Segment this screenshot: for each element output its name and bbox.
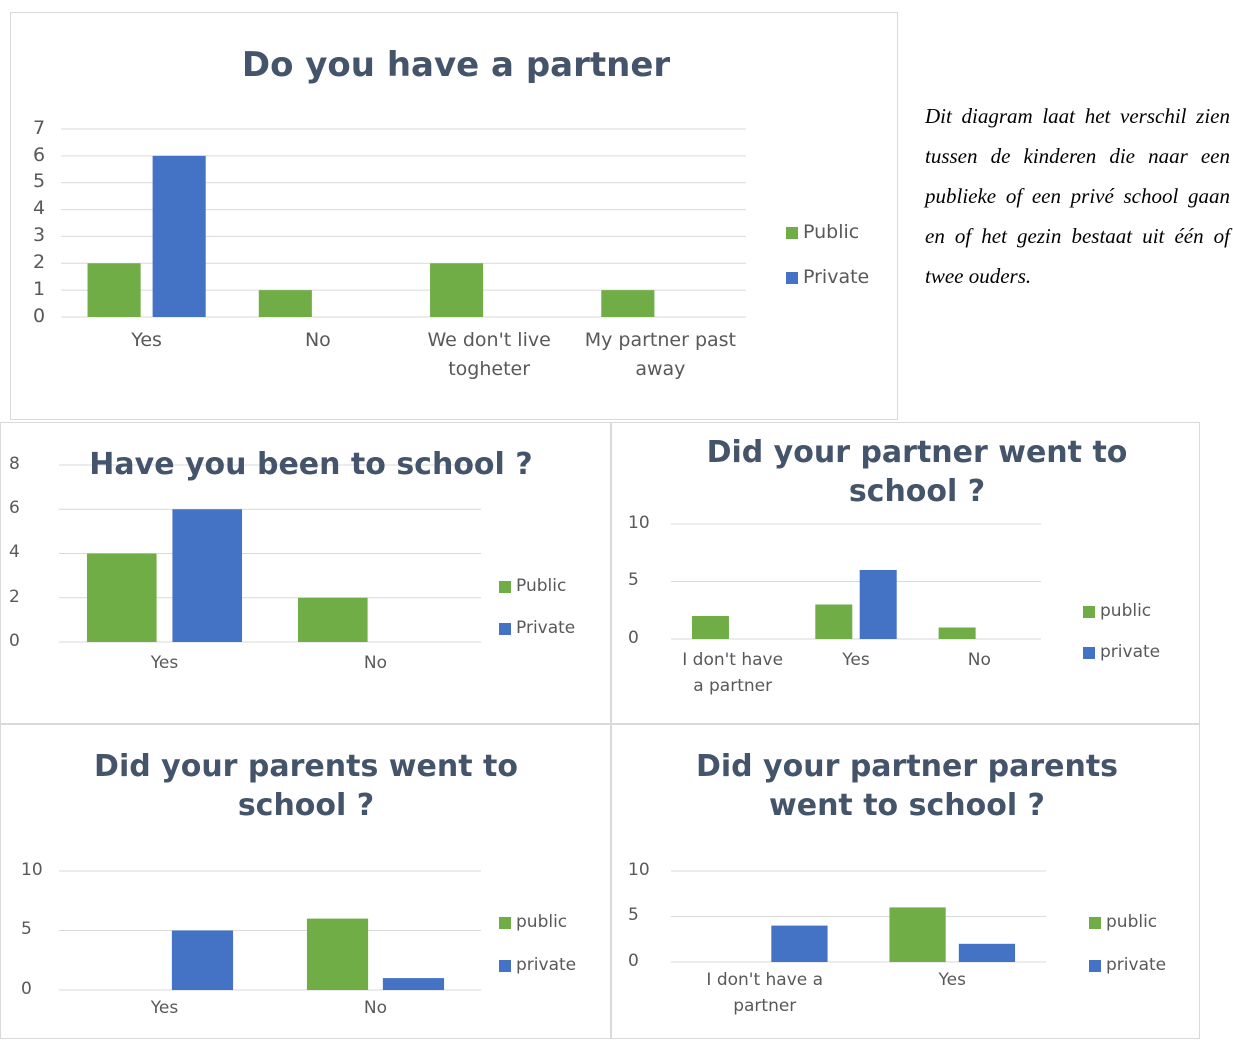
y-tick-label: 5 <box>33 170 46 193</box>
x-tick-label: No <box>967 650 991 670</box>
legend-label: Public <box>516 575 567 596</box>
chart: Do you have a partner 0 1 2 3 4 5 6 7 Yes No We don… <box>10 12 898 420</box>
description: Dit diagram laat het verschil zien tusse… <box>925 104 1230 288</box>
x-tick-label: Yes <box>938 970 966 990</box>
legend-label: private <box>516 954 577 975</box>
bar <box>258 290 312 317</box>
bar <box>815 604 853 639</box>
y-tick-label: 0 <box>628 950 639 971</box>
bar <box>87 263 141 317</box>
legend-swatch <box>499 917 511 929</box>
chart-title: Have you been to school ? <box>89 447 533 482</box>
x-tick-label: No <box>363 998 388 1018</box>
bar <box>601 290 655 317</box>
plot <box>671 523 1095 659</box>
legend-swatch <box>786 272 798 284</box>
chart-title: Did your parents went to school ? <box>94 749 518 823</box>
y-tick-label: 5 <box>21 919 32 940</box>
bar <box>382 978 445 990</box>
y-tick-label: 5 <box>628 570 639 591</box>
legend-label: private <box>1100 641 1161 662</box>
y-tick-label: 7 <box>33 116 46 139</box>
legend-label: public <box>1100 600 1152 621</box>
y-tick-label: 2 <box>33 250 46 273</box>
legend-label: private <box>1106 954 1167 975</box>
chart: Did your partner parents went to school … <box>611 724 1200 1039</box>
x-tick-label: I don't have a partner <box>682 650 784 696</box>
legend-swatch <box>499 581 511 593</box>
legend-swatch <box>786 227 798 239</box>
chart: Did your partner went to school ? 0 5 10 I d… <box>611 422 1200 724</box>
y-tick-label: 10 <box>628 512 650 533</box>
y-tick-label: 0 <box>9 630 20 651</box>
x-tick-label: Yes <box>131 329 162 351</box>
chart: Did your parents went to school ? 0 5 10 Yes… <box>0 724 611 1039</box>
bar <box>86 553 157 642</box>
chart: Have you been to school ? 0 2 4 6 8 Yes No Publi… <box>0 422 611 724</box>
x-tick-label: No <box>304 329 331 351</box>
bar <box>771 925 828 962</box>
legend-swatch <box>1089 917 1101 929</box>
chart-title: Did your partner parents went to school … <box>695 749 1119 823</box>
y-tick-label: 0 <box>21 978 32 999</box>
y-tick-label: 8 <box>9 453 20 474</box>
y-tick-label: 6 <box>33 143 46 166</box>
plot <box>59 464 511 643</box>
plot <box>671 870 1101 972</box>
y-tick-label: 2 <box>9 586 20 607</box>
y-tick-label: 4 <box>9 542 20 563</box>
y-tick-label: 6 <box>9 498 20 519</box>
bar <box>172 509 243 642</box>
bar <box>958 943 1016 962</box>
plot <box>61 128 798 318</box>
x-tick-label: We don't live togheter <box>427 329 551 380</box>
legend-label: public <box>1106 911 1158 932</box>
chart-title: Did your partner went to school ? <box>706 435 1128 509</box>
y-tick-label: 0 <box>33 304 46 327</box>
y-tick-label: 5 <box>628 905 639 926</box>
x-tick-label: Yes <box>150 998 179 1018</box>
legend-label: Private <box>803 265 870 288</box>
legend-swatch <box>499 960 511 972</box>
y-tick-label: 0 <box>628 627 639 648</box>
x-tick-label: No <box>363 653 388 673</box>
chart-title: Do you have a partner <box>241 45 671 85</box>
legend-label: public <box>516 911 568 932</box>
bar <box>306 918 369 990</box>
legend-swatch <box>499 623 511 635</box>
x-tick-label: I don't have a partner <box>706 970 824 1016</box>
bar <box>152 155 206 317</box>
legend-swatch <box>1089 960 1101 972</box>
legend-swatch <box>1083 647 1095 659</box>
y-tick-label: 4 <box>33 197 46 220</box>
bar <box>297 597 368 642</box>
bar <box>430 263 484 317</box>
legend-label: Private <box>516 617 576 638</box>
x-tick-label: Yes <box>150 653 179 673</box>
x-tick-label: My partner past away <box>584 329 737 380</box>
y-tick-label: 10 <box>21 859 43 880</box>
x-tick-label: Yes <box>842 650 870 670</box>
legend-label: Public <box>803 220 860 243</box>
legend-swatch <box>1083 606 1095 618</box>
bar <box>691 616 729 639</box>
bar <box>859 570 897 639</box>
y-tick-label: 10 <box>628 859 650 880</box>
bar <box>889 907 946 962</box>
bar <box>171 930 234 990</box>
y-tick-label: 1 <box>33 277 46 300</box>
plot <box>59 870 511 991</box>
bar <box>938 627 976 639</box>
y-tick-label: 3 <box>33 224 46 247</box>
